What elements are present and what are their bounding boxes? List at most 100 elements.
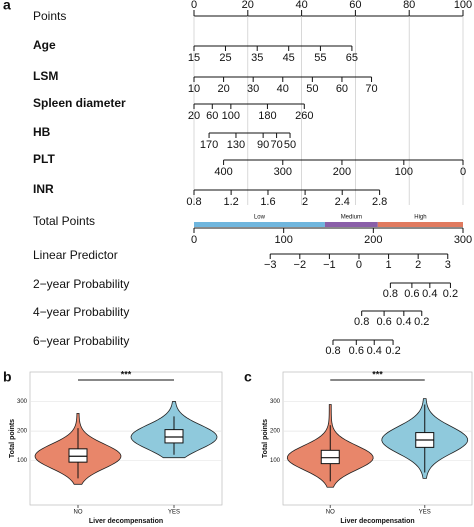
tick-label: 300 <box>274 166 292 178</box>
tick-label: 400 <box>214 166 232 178</box>
significance: *** <box>372 369 383 379</box>
tick-label: 100 <box>395 166 413 178</box>
tick-label: 55 <box>314 52 326 64</box>
tick-label: 0 <box>191 234 197 246</box>
x-axis-label: Liver decompensation <box>89 518 163 525</box>
tick-label: 1 <box>386 259 392 271</box>
row-label: HB <box>33 125 51 139</box>
tick-label: 20 <box>242 0 254 11</box>
row-label: 2−year Probability <box>33 277 129 291</box>
panel-label: b <box>3 369 12 385</box>
tick-label: 0 <box>191 0 197 11</box>
tick-label: 0.4 <box>367 345 382 357</box>
risk-band <box>194 222 325 227</box>
tick-label: 0.6 <box>376 316 391 328</box>
tick-label: 80 <box>403 0 415 11</box>
significance: *** <box>121 369 132 379</box>
row-label: Total Points <box>33 214 95 228</box>
tick-label: 0.4 <box>422 288 437 300</box>
row-label: LSM <box>33 69 58 83</box>
tick-label: 30 <box>247 83 259 95</box>
tick-label: 45 <box>283 52 295 64</box>
tick-label: 2.8 <box>372 196 387 208</box>
tick-label: 0.6 <box>349 345 364 357</box>
tick-label: 10 <box>188 83 200 95</box>
tick-label: 100 <box>222 110 240 122</box>
tick-label: 50 <box>284 139 296 151</box>
tick-label: 60 <box>336 83 348 95</box>
tick-label: 0.2 <box>385 345 400 357</box>
panel-label: a <box>3 0 11 13</box>
row-label: Spleen diameter <box>33 96 126 110</box>
tick-label: 65 <box>346 52 358 64</box>
tick-label: 3 <box>445 259 451 271</box>
x-axis-label: Liver decompensation <box>340 518 414 525</box>
box <box>68 448 88 463</box>
tick-label: 200 <box>364 234 382 246</box>
tick-label: 60 <box>349 0 361 11</box>
tick-label: 100 <box>454 0 472 11</box>
tick-label: 2.4 <box>335 196 350 208</box>
tick-label: −3 <box>264 259 277 271</box>
tick-label: 1.6 <box>260 196 275 208</box>
tick-label: 100 <box>274 234 292 246</box>
tick-label: 2 <box>415 259 421 271</box>
tick-label: 40 <box>277 83 289 95</box>
tick-label: 260 <box>295 110 313 122</box>
tick-label: 0.8 <box>383 288 398 300</box>
row-label: Points <box>33 9 66 23</box>
y-tick-label: 100 <box>17 458 28 464</box>
tick-label: 0 <box>356 259 362 271</box>
risk-band <box>377 222 463 227</box>
tick-label: 25 <box>219 52 231 64</box>
tick-label: 90 <box>257 139 269 151</box>
tick-label: 0.2 <box>414 316 429 328</box>
y-tick-label: 300 <box>270 399 281 405</box>
tick-label: 300 <box>454 234 472 246</box>
tick-label: 50 <box>306 83 318 95</box>
tick-label: 0.4 <box>396 316 411 328</box>
risk-label: Medium <box>341 215 362 221</box>
tick-label: 1.2 <box>223 196 238 208</box>
y-tick-label: 100 <box>270 458 281 464</box>
row-label: 6−year Probability <box>33 334 129 348</box>
tick-label: −2 <box>294 259 307 271</box>
tick-label: 40 <box>295 0 307 11</box>
y-tick-label: 300 <box>17 399 28 405</box>
x-tick-label: NO <box>74 510 83 516</box>
tick-label: 0.8 <box>186 196 201 208</box>
tick-label: −1 <box>323 259 336 271</box>
y-tick-label: 200 <box>17 429 28 435</box>
x-tick-label: YES <box>168 510 180 516</box>
plot-frame <box>282 371 473 506</box>
tick-label: 0.2 <box>443 288 458 300</box>
tick-label: 0.6 <box>404 288 419 300</box>
panel-label: c <box>244 369 252 385</box>
row-label: Age <box>33 38 56 52</box>
risk-label: High <box>414 215 426 221</box>
tick-label: 0 <box>460 166 466 178</box>
y-axis-label: Total points <box>262 419 269 458</box>
tick-label: 20 <box>188 110 200 122</box>
plot-frame <box>29 371 223 506</box>
x-tick-label: NO <box>326 510 335 516</box>
row-label: INR <box>33 182 54 196</box>
tick-label: 70 <box>270 139 282 151</box>
row-label: 4−year Probability <box>33 305 129 319</box>
x-tick-label: YES <box>419 510 431 516</box>
risk-label: Low <box>254 215 266 221</box>
tick-label: 2 <box>302 196 308 208</box>
tick-label: 70 <box>365 83 377 95</box>
tick-label: 180 <box>258 110 276 122</box>
risk-band <box>324 222 378 227</box>
box <box>164 429 184 444</box>
tick-label: 0.8 <box>325 345 340 357</box>
y-tick-label: 200 <box>270 429 281 435</box>
tick-label: 130 <box>227 139 245 151</box>
tick-label: 15 <box>188 52 200 64</box>
tick-label: 20 <box>217 83 229 95</box>
tick-label: 35 <box>251 52 263 64</box>
y-axis-label: Total points <box>9 419 16 458</box>
row-label: Linear Predictor <box>33 248 118 262</box>
